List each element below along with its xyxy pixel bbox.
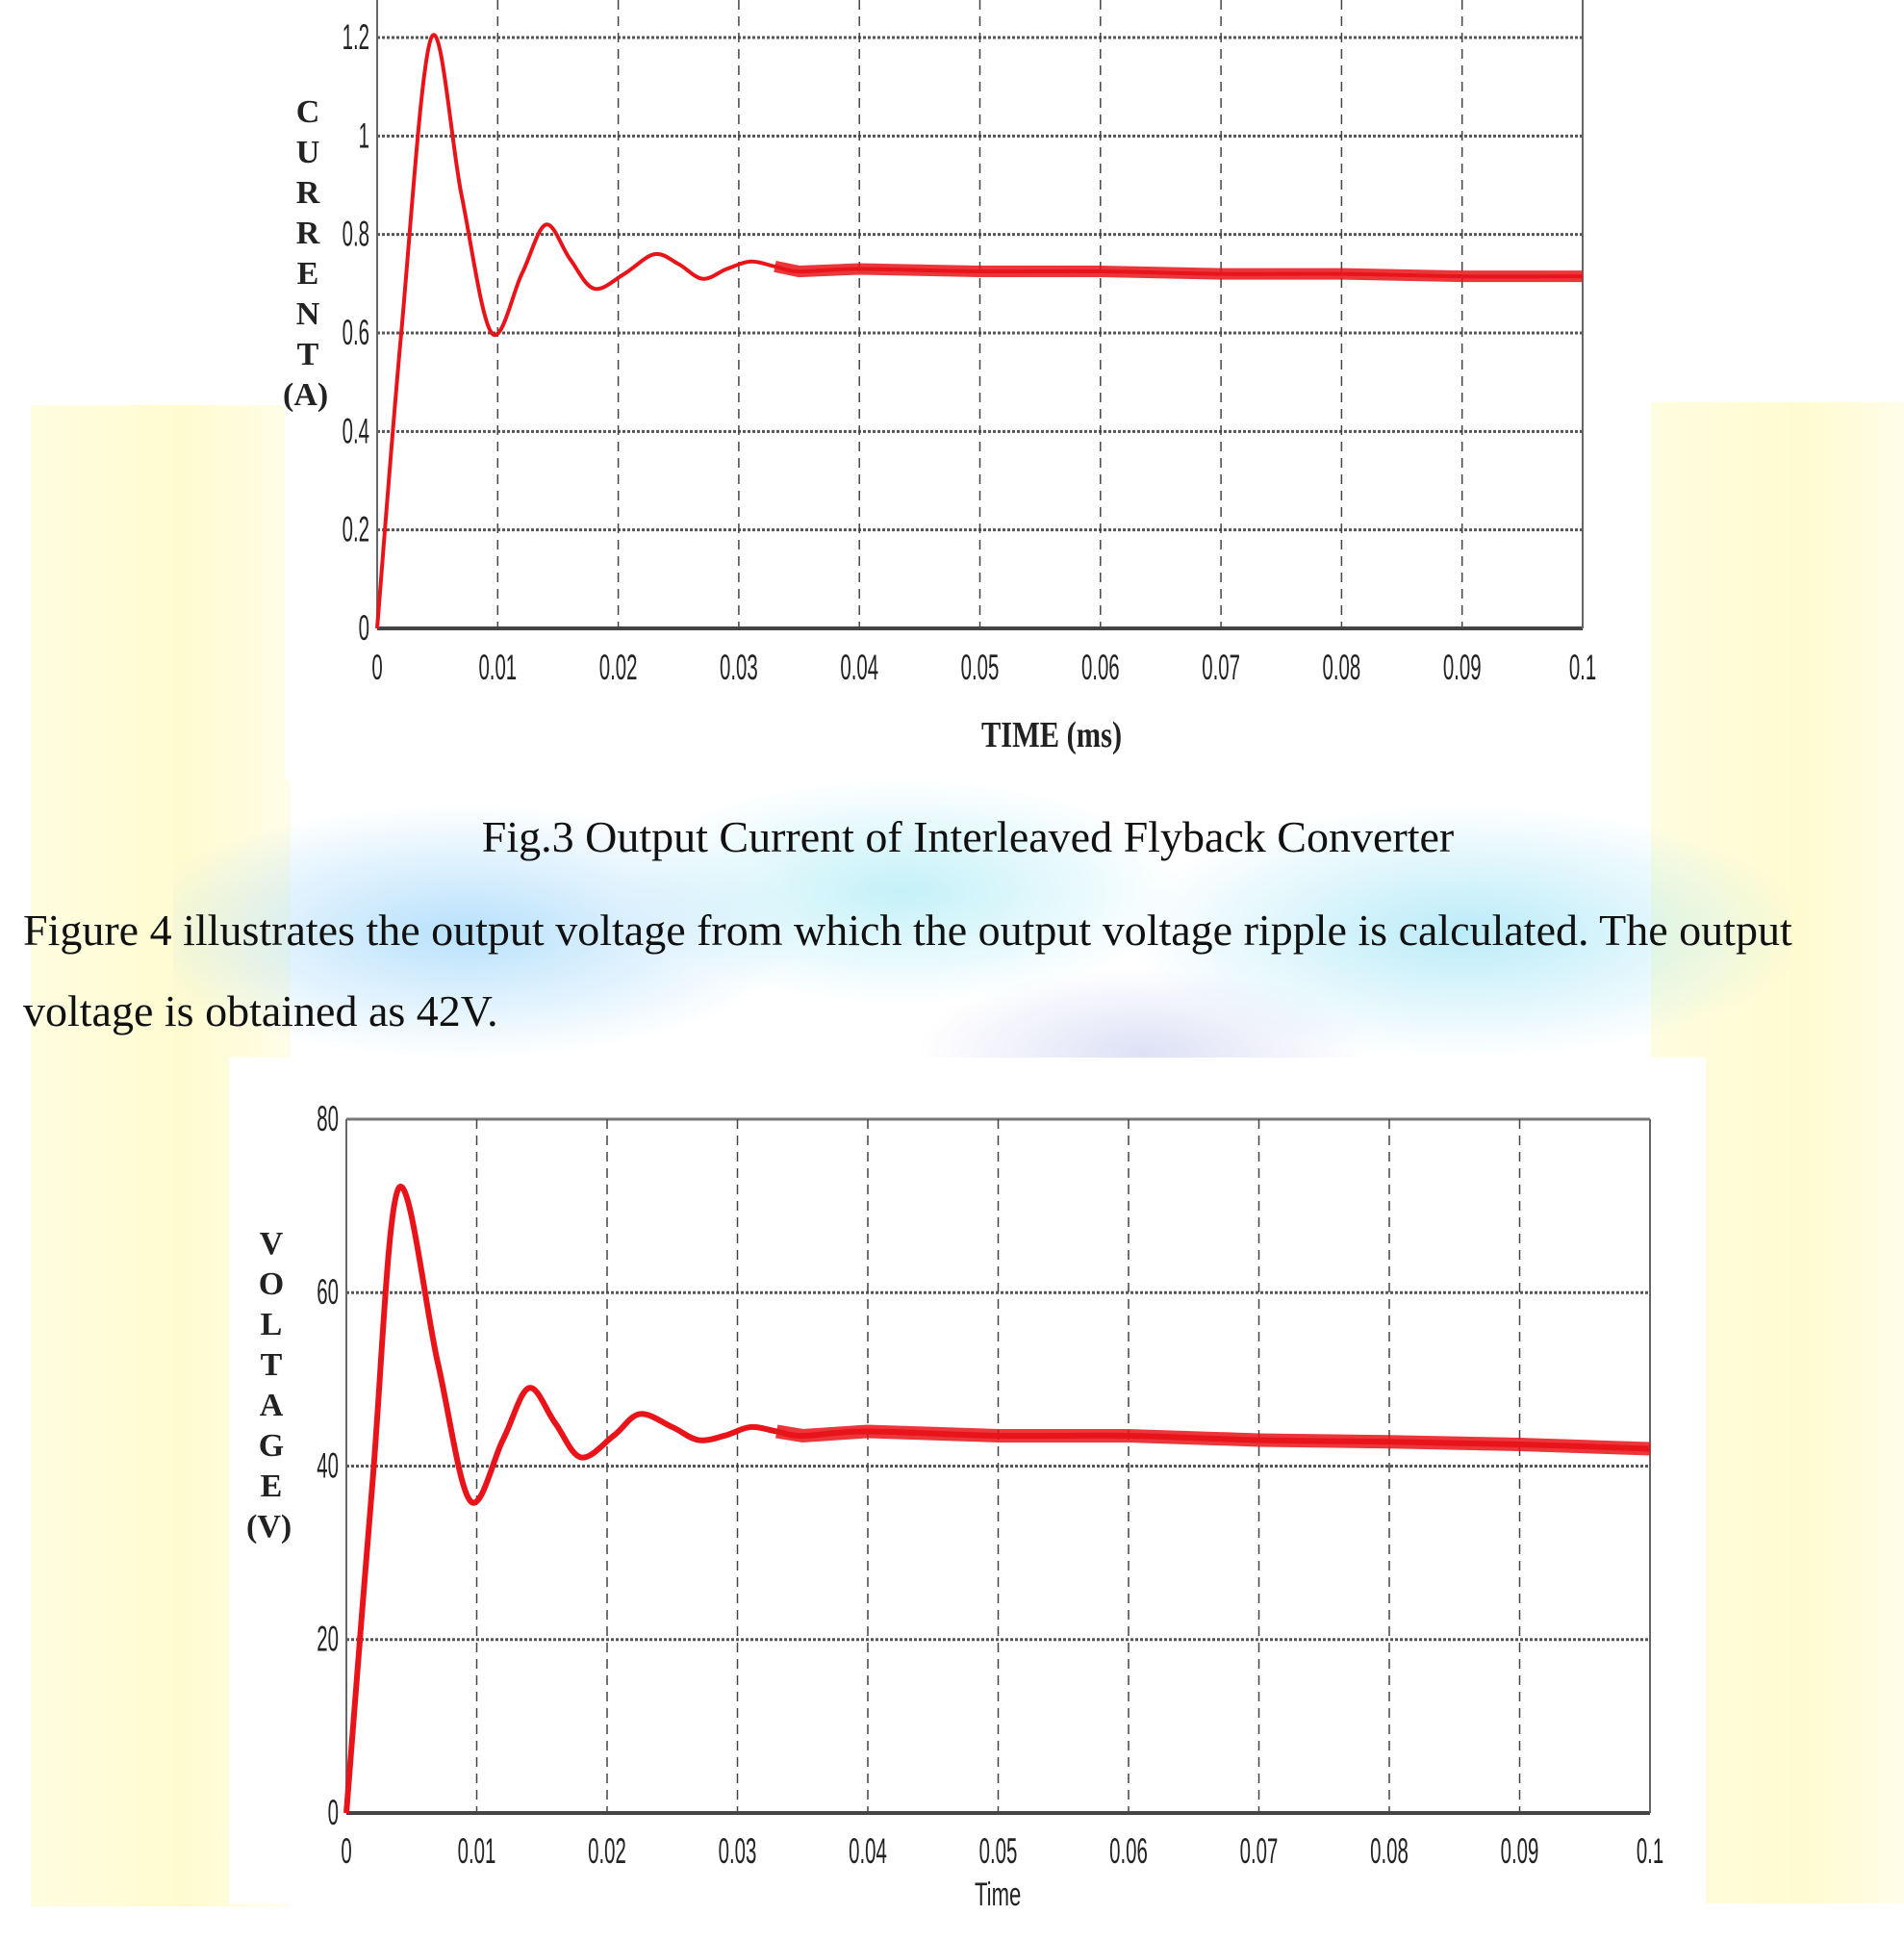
x-tick-label: 0.03 [719, 1832, 757, 1872]
current-axis-label: C U R R E N T (A) [283, 94, 329, 413]
x-tick-label: 0.05 [979, 1832, 1018, 1872]
x-tick-label: 0.02 [599, 649, 638, 688]
data-series-steady-band [774, 261, 1583, 283]
x-tick-label: 0.03 [720, 649, 758, 688]
figure-caption: Fig.3 Output Current of Interleaved Flyb… [481, 812, 1455, 861]
x-tick-label: 0.06 [1081, 649, 1120, 688]
x-tick-label: 0.08 [1323, 649, 1361, 688]
data-series-steady-band [775, 1424, 1651, 1456]
x-tick-label: 0.1 [1569, 649, 1596, 688]
x-tick-label: 0.1 [1637, 1832, 1663, 1872]
y-tick-label: 0 [359, 609, 369, 649]
y-tick-label: 0.2 [343, 510, 369, 549]
chart-0: 0 0.2 0.4 0.6 0.8 1 1.2 0 0.01 0.02 0.03 0.04 0.05 0.… [343, 0, 1596, 688]
y-tick-label: 0 [328, 1794, 339, 1833]
x-tick-label: 0.04 [840, 649, 878, 688]
y-tick-label: 0.6 [343, 314, 369, 353]
voltage-x-axis-label: Time [975, 1877, 1022, 1913]
x-tick-label: 0.08 [1370, 1832, 1409, 1872]
y-tick-label: 1.2 [343, 18, 369, 58]
y-tick-label: 20 [317, 1620, 339, 1659]
y-tick-label: 0.4 [343, 412, 369, 451]
x-tick-label: 0.07 [1202, 649, 1240, 688]
x-tick-label: 0.01 [478, 649, 517, 688]
x-tick-label: 0.07 [1240, 1832, 1279, 1872]
y-tick-label: 80 [317, 1100, 339, 1139]
x-tick-label: 0.02 [588, 1832, 626, 1872]
x-tick-label: 0.04 [849, 1832, 887, 1872]
x-tick-label: 0.09 [1501, 1832, 1539, 1872]
chart-current-panel [285, 0, 1651, 779]
voltage-axis-label: V O L T A G E (V) [246, 1226, 292, 1545]
x-tick-label: 0 [341, 1832, 351, 1872]
y-tick-label: 60 [317, 1273, 339, 1313]
chart-voltage-panel [229, 1058, 1706, 1904]
y-tick-label: 0.8 [343, 215, 369, 254]
x-tick-label: 0.01 [458, 1832, 496, 1872]
y-tick-label: 40 [317, 1446, 339, 1486]
x-tick-label: 0.06 [1109, 1832, 1148, 1872]
x-tick-label: 0.05 [961, 649, 1000, 688]
chart-1: 0 20 40 60 80 0 0.01 0.02 0.03 0.04 0.05 0.06 0.07 0.… [317, 1100, 1663, 1872]
body-paragraph: Figure 4 illustrates the output voltage … [23, 906, 1792, 1035]
current-x-axis-label: TIME (ms) [981, 715, 1123, 755]
y-tick-label: 1 [359, 116, 369, 156]
x-tick-label: 0 [371, 649, 382, 688]
x-tick-label: 0.09 [1443, 649, 1482, 688]
